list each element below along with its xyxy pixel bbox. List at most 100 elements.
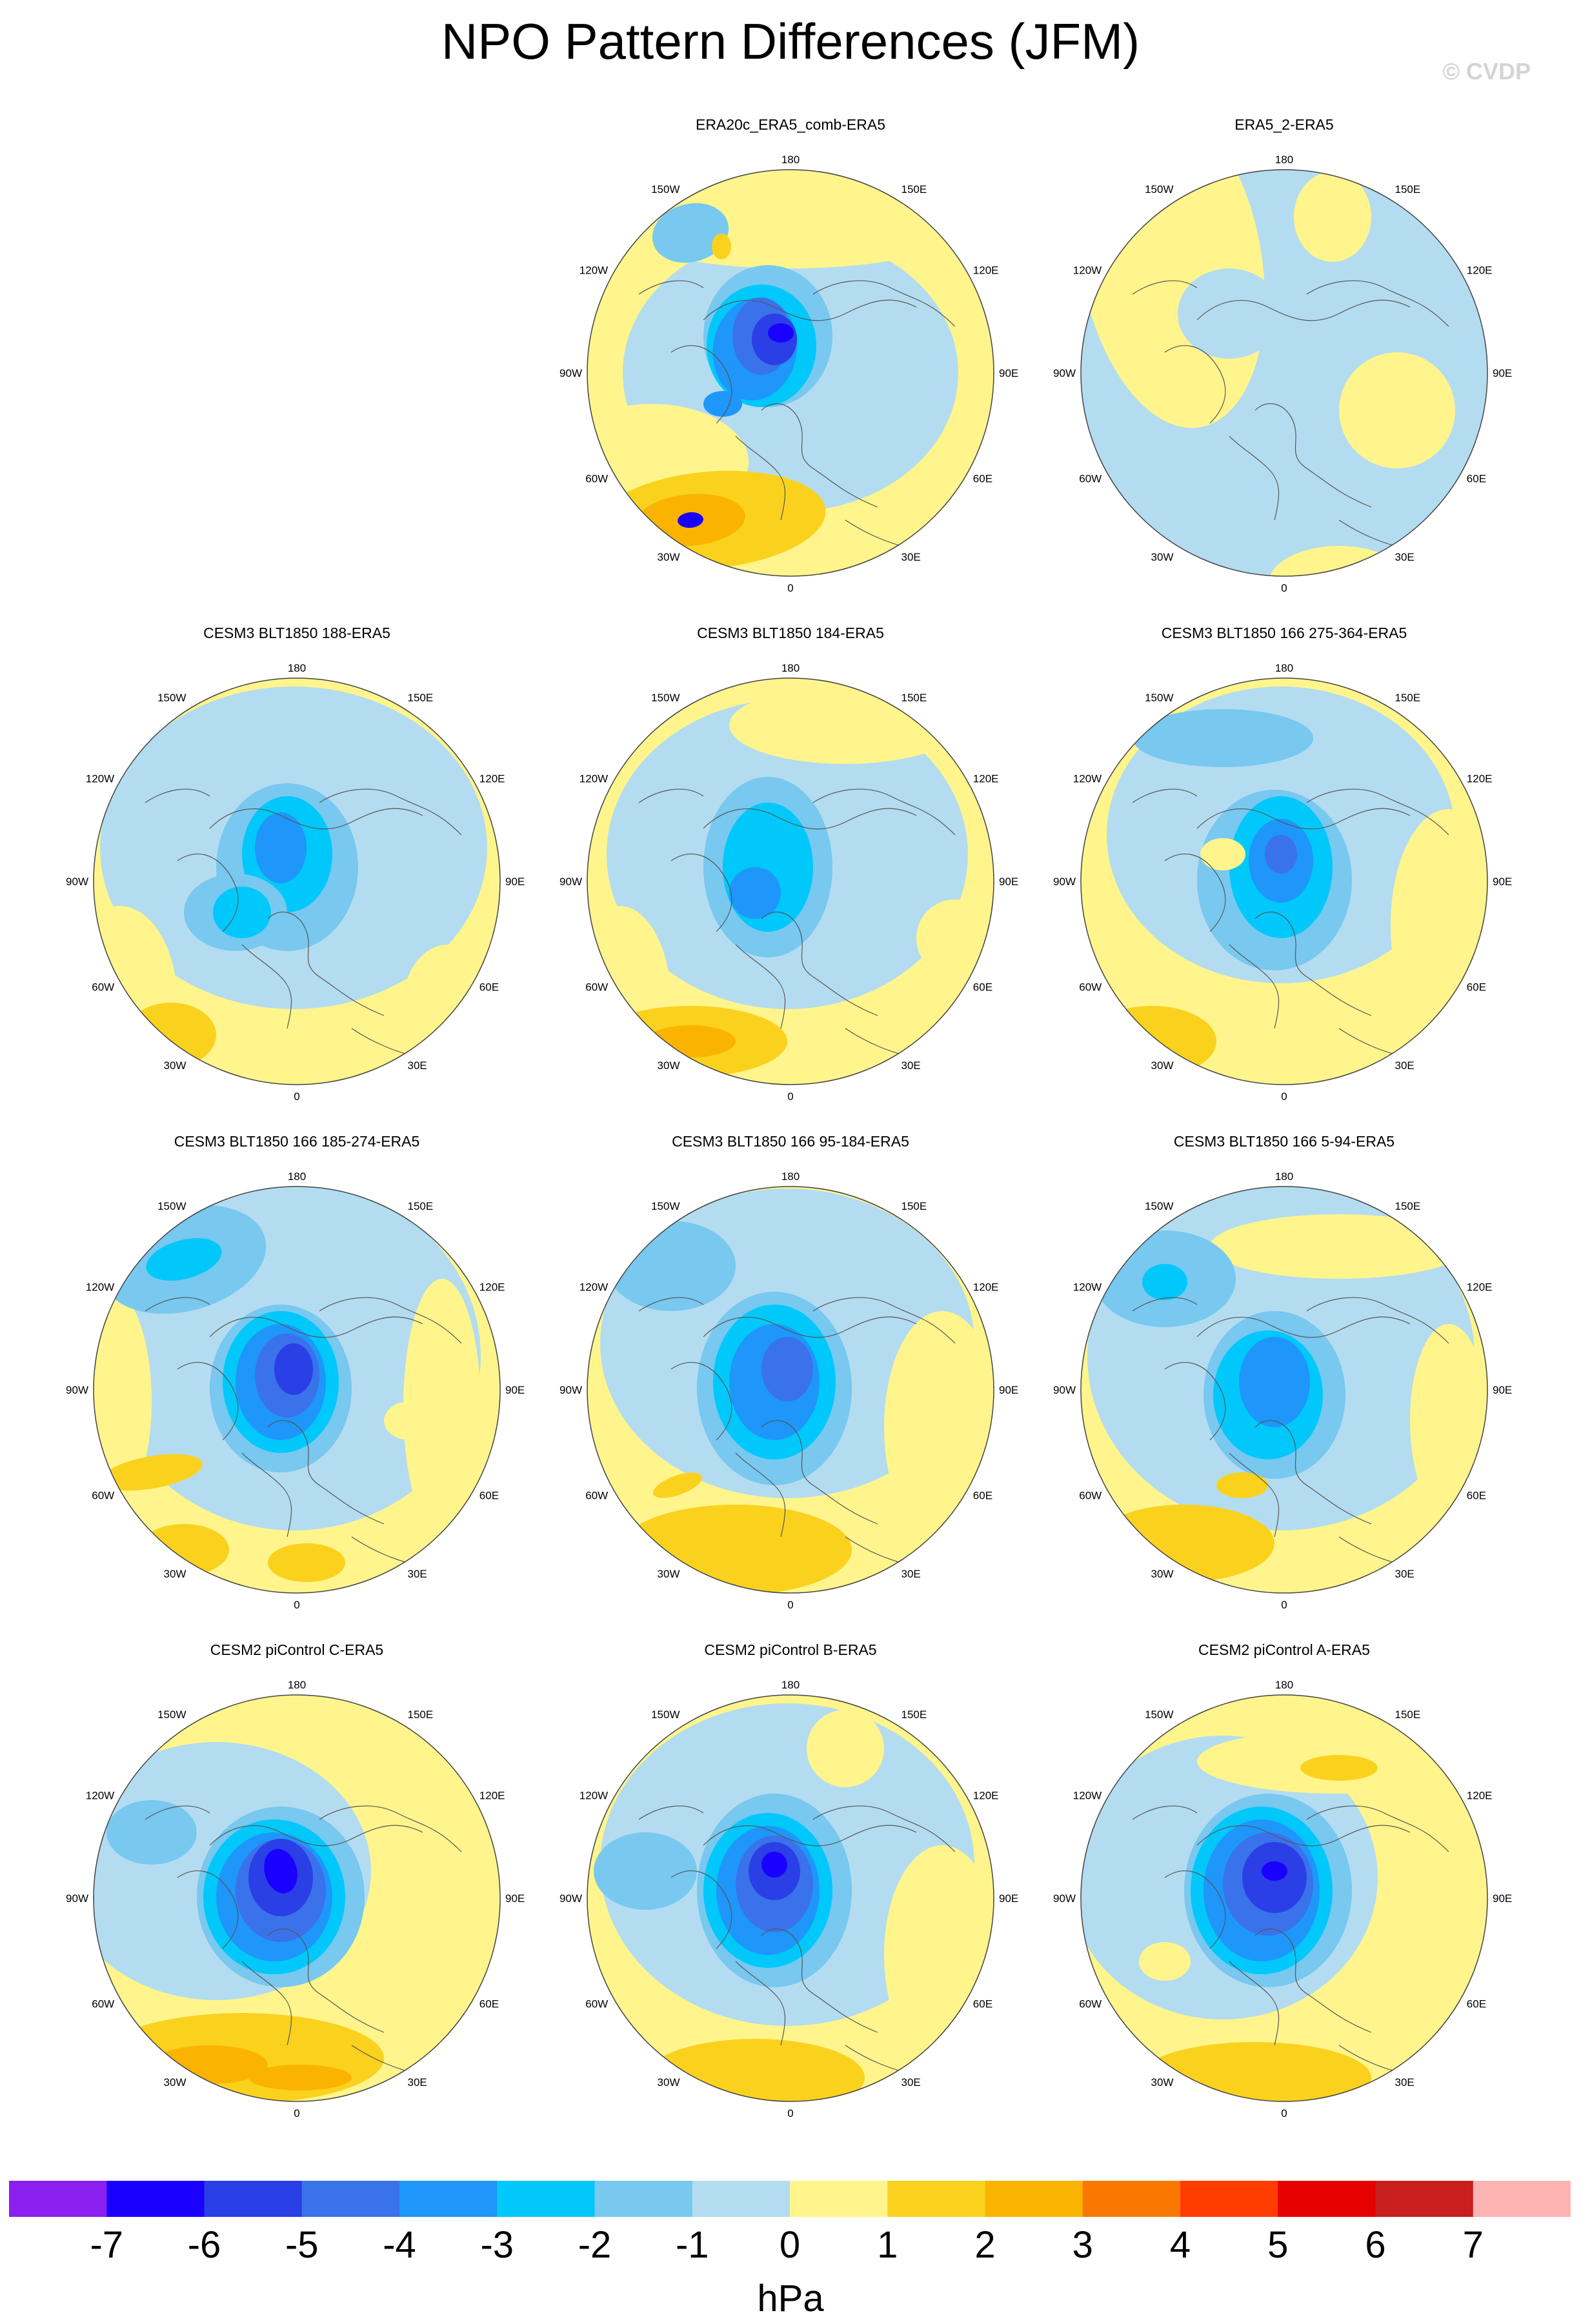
contour-region (274, 1343, 313, 1395)
longitude-label: 120E (1467, 773, 1493, 785)
longitude-label: 30W (1151, 1059, 1174, 1072)
panel-title: CESM3 BLT1850 166 275-364-ERA5 (1161, 625, 1407, 641)
longitude-label: 120E (973, 1281, 999, 1294)
colorbar-swatch (399, 2181, 498, 2217)
longitude-label: 30E (408, 1059, 427, 1072)
contour-region (1216, 1472, 1268, 1498)
longitude-label: 60W (1079, 1490, 1102, 1502)
longitude-label: 120E (973, 265, 999, 277)
longitude-label: 90E (505, 876, 525, 888)
longitude-label: 90E (1493, 1892, 1512, 1905)
map-panel: CESM3 BLT1850 166 5-94-ERA5 180 0 90W 90E 15… (1036, 1132, 1533, 1641)
coastline (1132, 1805, 1198, 1820)
longitude-label: 0 (787, 582, 793, 594)
longitude-label: 60W (585, 981, 608, 994)
longitude-label: 180 (781, 1679, 800, 1691)
contour-region (1139, 2042, 1371, 2101)
longitude-label: 30E (408, 1568, 427, 1580)
coastline (638, 1805, 704, 1820)
longitude-label: 60E (973, 1998, 992, 2010)
longitude-label: 30E (901, 1568, 921, 1580)
map-panel: CESM2 piControl B-ERA5 180 0 90W 90E 150W 150… (542, 1640, 1039, 2150)
coastline (1164, 1362, 1226, 1441)
map-panel: CESM2 piControl A-ERA5 180 0 90W 90E 150W 150… (1036, 1640, 1533, 2150)
colorbar-swatch (106, 2181, 205, 2217)
coastline (267, 1420, 385, 1525)
longitude-label: 60W (585, 473, 608, 485)
longitude-label: 120W (579, 265, 608, 277)
longitude-label: 90W (559, 876, 582, 888)
map-panel: CESM2 piControl C-ERA5 180 0 90W 90E 150W 150… (48, 1640, 545, 2150)
contour-region (653, 1472, 702, 1498)
contour-region (94, 906, 177, 1085)
coastline (209, 1316, 423, 1338)
panel-title: CESM3 BLT1850 188-ERA5 (203, 625, 390, 641)
coastline (703, 808, 917, 830)
longitude-label: 90W (1053, 1384, 1076, 1396)
longitude-label: 120E (479, 1790, 505, 1802)
figure-title: NPO Pattern Differences (JFM) (441, 13, 1140, 70)
longitude-label: 30W (164, 1059, 186, 1072)
coastline (638, 1297, 704, 1312)
contour-region (1262, 1861, 1287, 1881)
colorbar-tick-label: 7 (1462, 2224, 1484, 2266)
colorbar-tick-label: -3 (480, 2224, 514, 2266)
contour-region (703, 391, 742, 417)
colorbar-swatch (887, 2181, 985, 2217)
longitude-label: 150E (901, 1708, 927, 1721)
contour-region (884, 1845, 994, 2065)
longitude-label: 180 (288, 1679, 306, 1691)
colorbar-tick-label: -6 (187, 2224, 221, 2266)
longitude-label: 90E (1493, 1384, 1512, 1396)
contour-region (403, 945, 494, 1061)
longitude-label: 30E (1395, 2076, 1415, 2089)
coastline (319, 1805, 462, 1852)
contour-region (712, 234, 731, 259)
map-panel: CESM3 BLT1850 166 275-364-ERA5 180 0 90W 90… (1036, 623, 1533, 1133)
longitude-label: 30W (658, 1568, 680, 1580)
coastline (209, 1825, 423, 1847)
longitude-label: 180 (781, 1170, 800, 1183)
longitude-label: 60W (1079, 981, 1102, 994)
longitude-label: 90W (559, 367, 582, 379)
contour-region (255, 812, 307, 883)
longitude-label: 90E (999, 1384, 1018, 1396)
contour-region (652, 203, 729, 263)
longitude-label: 180 (781, 662, 800, 674)
contour-region (594, 1832, 697, 1910)
longitude-label: 0 (787, 1090, 793, 1103)
map-panel: CESM3 BLT1850 166 185-274-ERA5 180 0 90W 90… (48, 1132, 545, 1641)
longitude-label: 30E (1395, 1568, 1415, 1580)
contour-region (1200, 838, 1245, 870)
contour-region (1391, 809, 1487, 1041)
coastline (1254, 1420, 1372, 1525)
contour-region (268, 1543, 345, 1582)
contour-region (103, 1035, 490, 1085)
coastline (241, 1452, 292, 1538)
colorbar-swatch (301, 2181, 400, 2217)
longitude-label: 90W (1053, 367, 1076, 379)
longitude-label: 30W (658, 1059, 680, 1072)
longitude-label: 150E (1395, 1200, 1421, 1212)
map-panel: ERA5_2-ERA5 180 0 90W 90E 150W 150E 120W 120E 60… (1036, 115, 1533, 625)
longitude-label: 90W (66, 1384, 88, 1396)
contour-region (213, 887, 271, 938)
map-border (93, 1694, 501, 2102)
contour-region (645, 1025, 736, 1057)
contour-region (768, 323, 794, 343)
coastline (735, 436, 786, 521)
coastline (1132, 280, 1198, 295)
contour-region (916, 899, 994, 977)
coastline (1132, 1297, 1198, 1312)
coastline (1196, 808, 1411, 830)
longitude-label: 150W (651, 692, 680, 704)
longitude-label: 30W (658, 551, 680, 563)
longitude-label: 60E (973, 981, 992, 994)
coastline (638, 280, 704, 295)
longitude-label: 60E (1467, 981, 1486, 994)
panel-title: CESM3 BLT1850 166 5-94-ERA5 (1173, 1133, 1395, 1150)
longitude-label: 150W (157, 1200, 186, 1212)
contour-region (1239, 1337, 1310, 1427)
longitude-label: 90E (505, 1892, 525, 1905)
contour-region (678, 512, 703, 528)
